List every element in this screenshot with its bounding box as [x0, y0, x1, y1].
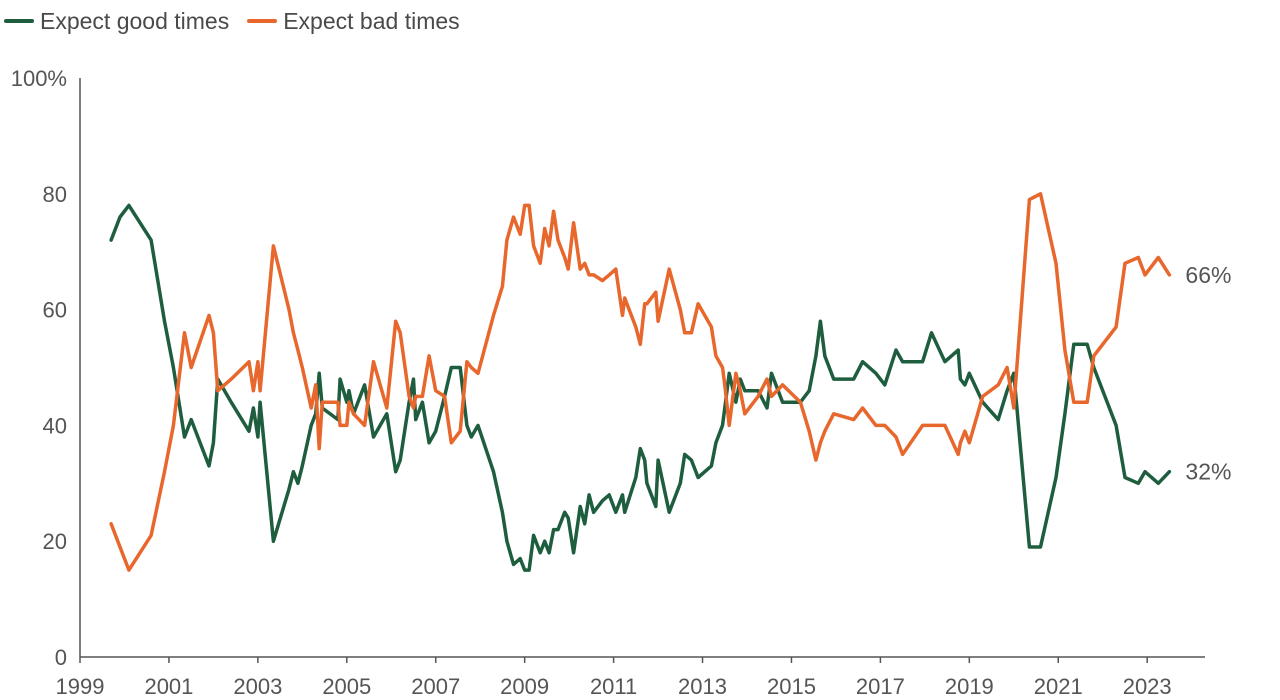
x-tick-label: 2001 — [144, 674, 193, 699]
legend-swatch-bad — [247, 19, 278, 23]
series-line-good — [109, 203, 1172, 572]
series-lines — [109, 192, 1172, 572]
x-tick-label: 2023 — [1123, 674, 1172, 699]
legend-label-good: Expect good times — [40, 7, 230, 34]
end-label-bad: 66% — [1185, 262, 1231, 288]
x-tick-label: 2013 — [678, 674, 727, 699]
y-tick-label: 80 — [43, 182, 67, 207]
y-tick-label: 100% — [11, 66, 67, 91]
y-tick-label: 60 — [43, 298, 67, 323]
x-tick-label: 2005 — [322, 674, 371, 699]
end-labels: 32% 66% — [1185, 262, 1231, 485]
y-axis-ticks: 0 20 40 60 80 100% — [11, 66, 67, 670]
end-label-good: 32% — [1185, 459, 1231, 485]
legend-item-good[interactable]: Expect good times — [4, 8, 229, 35]
x-tick-label: 2007 — [411, 674, 460, 699]
y-tick-label: 40 — [43, 413, 67, 438]
x-tick-label: 2003 — [233, 674, 282, 699]
x-tick-label: 2017 — [856, 674, 905, 699]
y-tick-label: 20 — [43, 529, 67, 554]
legend-swatch-good — [4, 19, 34, 23]
legend: Expect good times Expect bad times — [4, 6, 460, 36]
x-tick-label: 2011 — [590, 674, 637, 699]
x-tick-label: 2009 — [500, 674, 549, 699]
legend-label-bad: Expect bad times — [283, 7, 460, 34]
x-tick-label: 2021 — [1034, 674, 1083, 699]
axes — [79, 78, 1205, 658]
x-tick-label: 2019 — [945, 674, 994, 699]
x-axis-ticks: 1999 2001 2003 2005 2007 2009 2011 2013 2015 2017… — [56, 657, 1172, 699]
x-tick-label: 2015 — [767, 674, 816, 699]
series-line-bad — [109, 192, 1172, 572]
y-tick-label: 0 — [55, 645, 67, 670]
x-tick-label: 1999 — [56, 674, 105, 699]
legend-item-bad[interactable]: Expect bad times — [247, 7, 460, 35]
